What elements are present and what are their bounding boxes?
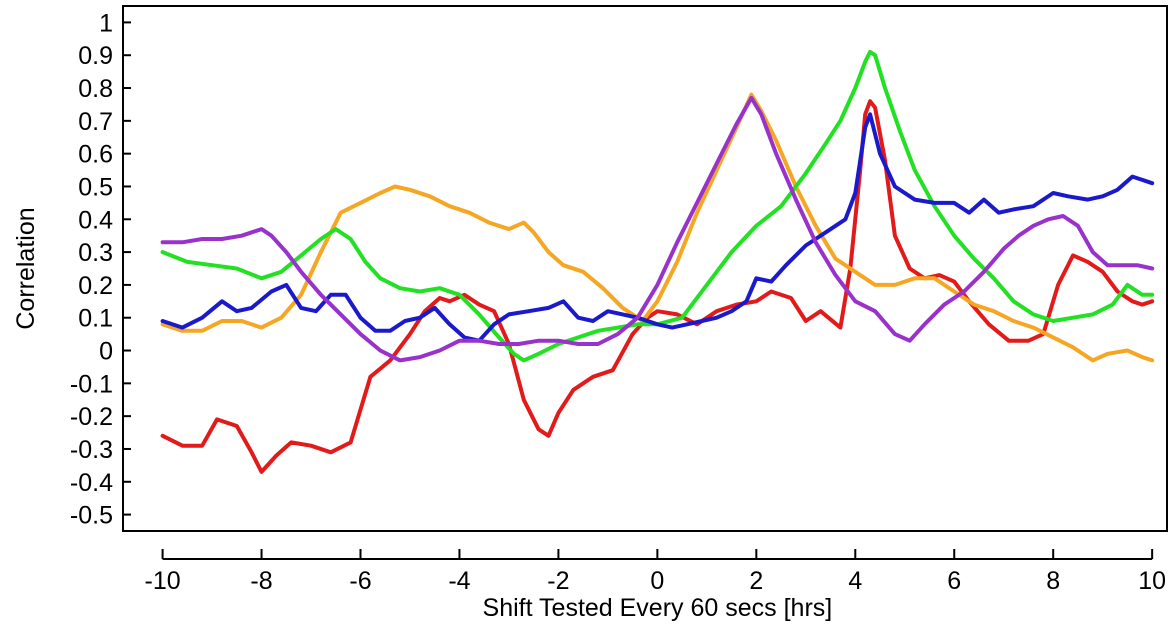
y-tick-label: -0.1 bbox=[70, 370, 113, 398]
plot-frame bbox=[122, 5, 1168, 532]
series-line-1 bbox=[160, 99, 1155, 474]
x-tick-label: -2 bbox=[547, 567, 569, 595]
y-axis: -0.5 -0.4 -0.3 -0.2 -0.1 0 0.1 0.2 0.3 0.4 0.5 0.6 0… bbox=[70, 9, 131, 530]
x-tick-label: -8 bbox=[250, 567, 272, 595]
x-tick-label: 8 bbox=[1046, 567, 1060, 595]
y-tick-label: 0.2 bbox=[78, 272, 113, 300]
y-tick-label: 0.8 bbox=[78, 75, 113, 103]
x-tick-label: 0 bbox=[650, 567, 664, 595]
x-axis: -10 -8 -6 -4 -2 0 2 4 6 8 10 bbox=[145, 549, 1166, 595]
x-tick-label: 2 bbox=[749, 567, 763, 595]
x-tick-label: 10 bbox=[1138, 567, 1166, 595]
series-line-4 bbox=[160, 112, 1155, 343]
x-axis-title: Shift Tested Every 60 secs [hrs] bbox=[483, 594, 833, 622]
y-tick-label: -0.3 bbox=[70, 436, 113, 464]
y-tick-label: 1 bbox=[99, 9, 113, 37]
y-tick-label: 0 bbox=[99, 338, 113, 366]
y-tick-label: -0.2 bbox=[70, 403, 113, 431]
y-tick-label: 0.1 bbox=[78, 305, 113, 333]
series-line-3 bbox=[160, 49, 1155, 363]
x-tick-label: 6 bbox=[947, 567, 961, 595]
y-tick-label: -0.4 bbox=[70, 469, 113, 497]
x-tick-label: 4 bbox=[848, 567, 862, 595]
y-tick-label: 0.4 bbox=[78, 206, 113, 234]
y-tick-label: 0.9 bbox=[78, 42, 113, 70]
y-tick-label: 0.5 bbox=[78, 173, 113, 201]
series-layer bbox=[160, 49, 1155, 474]
y-tick-label: 0.3 bbox=[78, 239, 113, 267]
y-tick-label: -0.5 bbox=[70, 502, 113, 530]
series-line-2 bbox=[160, 92, 1155, 363]
x-tick-label: -6 bbox=[349, 567, 371, 595]
series-line-5 bbox=[160, 95, 1155, 363]
y-tick-label: 0.7 bbox=[78, 108, 113, 136]
y-tick-label: 0.6 bbox=[78, 141, 113, 169]
x-tick-label: -10 bbox=[145, 567, 181, 595]
x-tick-label: -4 bbox=[448, 567, 470, 595]
y-axis-title: Correlation bbox=[12, 207, 40, 329]
